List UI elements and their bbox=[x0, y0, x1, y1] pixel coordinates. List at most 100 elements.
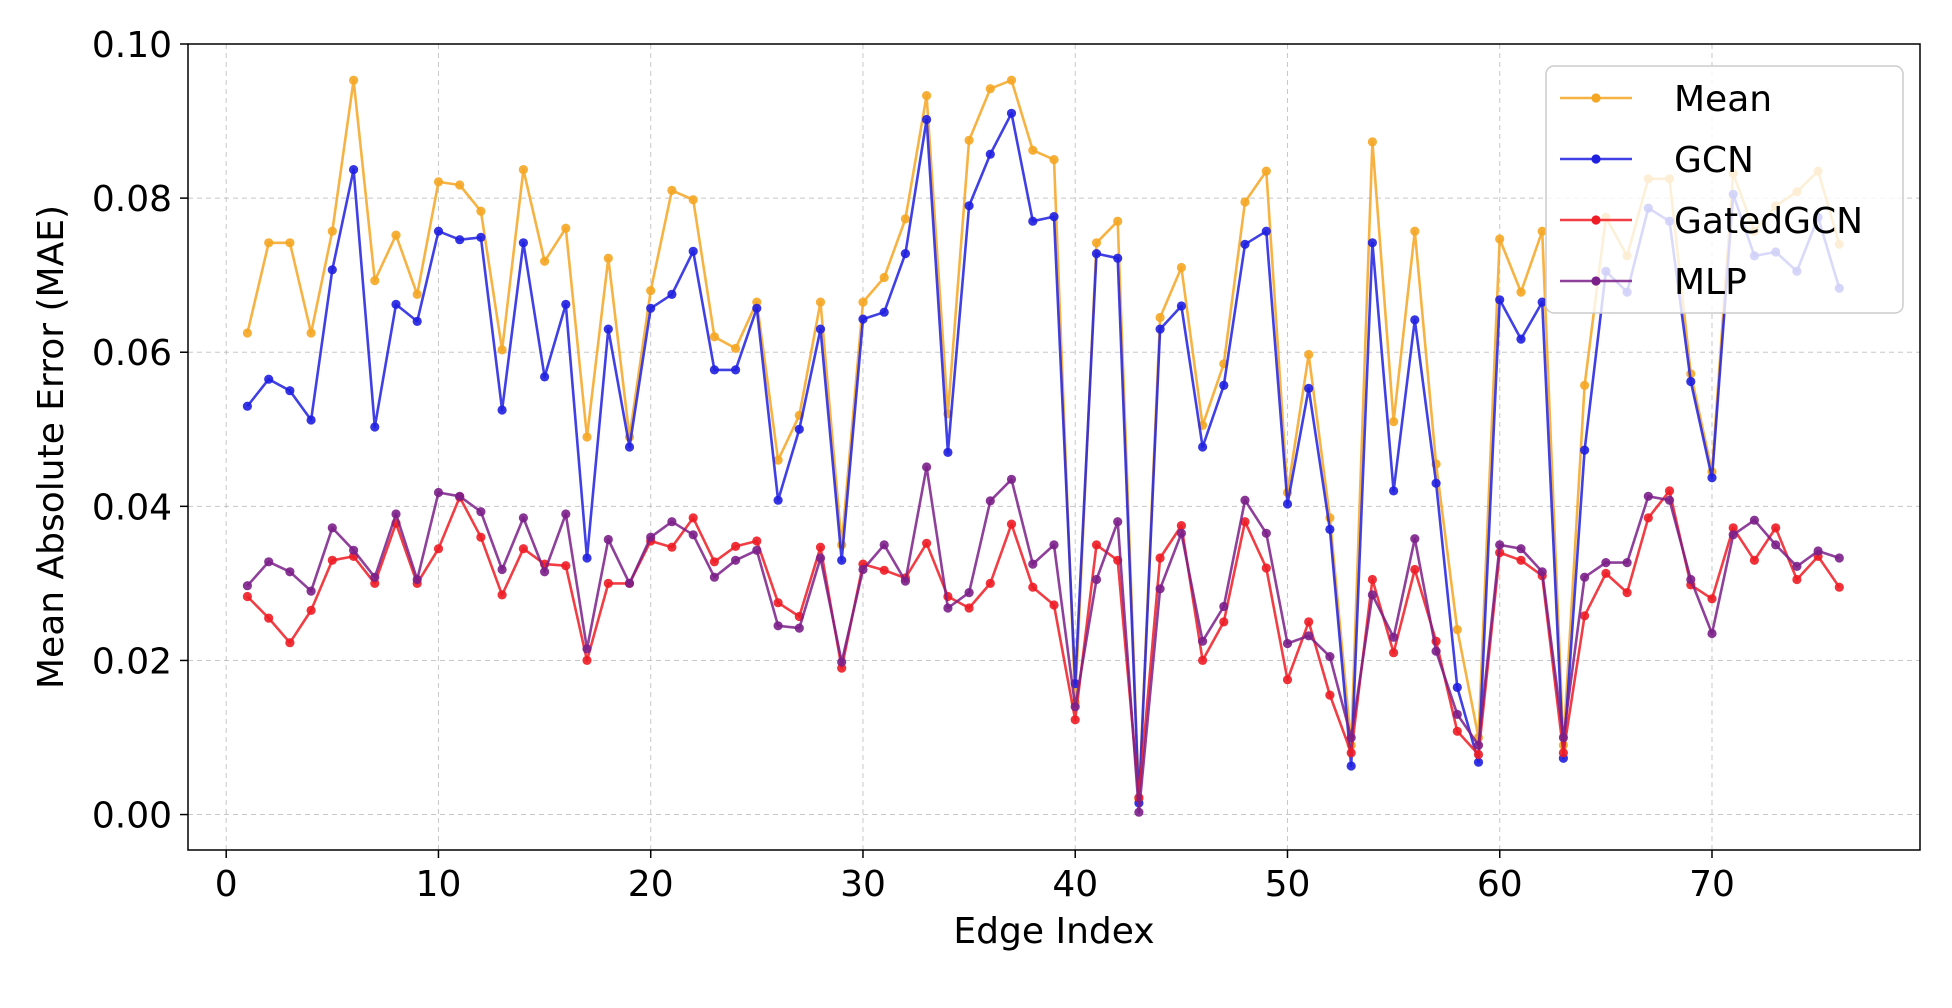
data-point-gatedgcn bbox=[476, 532, 486, 542]
data-point-mlp bbox=[1176, 528, 1186, 538]
data-point-gatedgcn bbox=[752, 536, 762, 546]
data-point-mean bbox=[1580, 380, 1590, 390]
data-point-mean bbox=[1367, 137, 1377, 147]
data-point-mean bbox=[1049, 155, 1059, 165]
data-point-mlp bbox=[1134, 807, 1144, 817]
x-axis-label: Edge Index bbox=[953, 911, 1154, 952]
x-tick-label: 40 bbox=[1052, 864, 1098, 905]
data-point-gcn bbox=[327, 265, 337, 275]
data-point-mlp bbox=[1367, 590, 1377, 600]
data-point-gatedgcn bbox=[1367, 574, 1377, 585]
data-point-gatedgcn bbox=[1643, 513, 1653, 523]
data-point-mlp bbox=[709, 572, 720, 582]
data-point-mlp bbox=[1580, 572, 1590, 582]
data-point-gcn bbox=[900, 249, 911, 259]
data-point-mlp bbox=[370, 572, 380, 582]
data-point-gatedgcn bbox=[433, 544, 444, 554]
data-point-gcn bbox=[943, 447, 953, 457]
data-point-gatedgcn bbox=[1346, 748, 1356, 758]
data-point-gcn bbox=[412, 316, 422, 326]
data-point-gcn bbox=[1389, 486, 1399, 496]
data-point-mean bbox=[412, 289, 422, 299]
legend: Mean GCN GatedGCN MLP bbox=[1545, 65, 1904, 314]
data-point-gcn bbox=[985, 149, 995, 159]
data-point-gatedgcn bbox=[582, 655, 592, 666]
series-line-gcn bbox=[246, 112, 1841, 805]
data-point-mlp bbox=[1006, 474, 1017, 484]
data-point-mlp bbox=[1261, 528, 1271, 538]
data-point-gcn bbox=[752, 303, 762, 313]
data-point-mlp bbox=[922, 462, 932, 472]
data-point-mlp bbox=[1537, 567, 1547, 577]
data-point-mlp bbox=[1028, 559, 1038, 569]
y-tick-label: 0.10 bbox=[92, 25, 172, 66]
series-mlp bbox=[242, 462, 1844, 817]
data-point-mlp bbox=[1113, 517, 1123, 527]
data-point-mlp bbox=[1664, 495, 1675, 505]
data-point-mlp bbox=[1282, 638, 1293, 649]
x-tick-label: 30 bbox=[840, 864, 886, 905]
data-point-mean bbox=[709, 332, 720, 342]
legend-marker-mean bbox=[1591, 93, 1601, 103]
data-point-mlp bbox=[1325, 652, 1335, 662]
data-point-gatedgcn bbox=[285, 638, 295, 648]
data-point-gcn bbox=[646, 303, 656, 313]
data-point-gatedgcn bbox=[815, 542, 826, 552]
data-point-gcn bbox=[1580, 445, 1590, 455]
data-point-mean bbox=[815, 297, 826, 307]
data-point-gcn bbox=[242, 401, 252, 411]
data-point-gcn bbox=[688, 246, 698, 256]
data-point-gatedgcn bbox=[1261, 563, 1271, 573]
data-point-gatedgcn bbox=[1601, 568, 1611, 579]
data-point-gatedgcn bbox=[1282, 675, 1293, 685]
data-point-mean bbox=[1452, 625, 1462, 635]
data-point-gatedgcn bbox=[1558, 748, 1568, 758]
data-point-gatedgcn bbox=[1155, 553, 1165, 563]
data-point-mlp bbox=[306, 586, 316, 596]
data-point-mlp bbox=[624, 578, 635, 589]
data-point-gcn bbox=[1410, 315, 1420, 325]
data-point-gatedgcn bbox=[1028, 582, 1038, 592]
data-point-mlp bbox=[1516, 544, 1526, 554]
data-point-gatedgcn bbox=[1219, 617, 1229, 627]
data-point-gcn bbox=[1049, 212, 1059, 222]
data-point-mlp bbox=[433, 487, 444, 498]
x-tick-label: 0 bbox=[215, 864, 238, 905]
data-point-gcn bbox=[349, 165, 359, 175]
data-point-mean bbox=[306, 328, 316, 338]
data-point-mlp bbox=[603, 534, 613, 545]
data-point-mean bbox=[1155, 312, 1165, 323]
data-point-gcn bbox=[1240, 239, 1250, 249]
data-point-gcn bbox=[858, 314, 868, 324]
data-point-mean bbox=[476, 206, 486, 216]
legend-item-mlp: MLP bbox=[1560, 262, 1747, 303]
data-point-mean bbox=[1240, 197, 1250, 207]
data-point-gatedgcn bbox=[603, 578, 613, 589]
data-point-gcn bbox=[922, 114, 932, 125]
data-point-mlp bbox=[1601, 558, 1611, 568]
data-point-gcn bbox=[1537, 297, 1547, 307]
data-point-mean bbox=[922, 91, 932, 101]
data-point-gcn bbox=[603, 324, 613, 334]
legend-marker-gcn bbox=[1591, 154, 1601, 164]
data-point-mean bbox=[1028, 145, 1038, 155]
legend-box bbox=[1545, 65, 1904, 314]
data-point-gcn bbox=[582, 553, 592, 563]
legend-label-gatedgcn: GatedGCN bbox=[1674, 201, 1863, 242]
data-point-mlp bbox=[1558, 732, 1568, 743]
data-point-mlp bbox=[518, 513, 529, 523]
data-point-gcn bbox=[1304, 383, 1314, 393]
data-point-mean bbox=[1537, 226, 1547, 236]
data-point-mlp bbox=[688, 530, 698, 540]
data-point-gcn bbox=[709, 365, 720, 375]
data-point-gatedgcn bbox=[1240, 517, 1250, 527]
data-point-gcn bbox=[455, 235, 465, 245]
data-point-gcn bbox=[1091, 249, 1102, 259]
data-point-mean bbox=[540, 256, 550, 266]
data-point-mean bbox=[370, 276, 380, 286]
data-point-gcn bbox=[540, 372, 550, 382]
data-point-gatedgcn bbox=[1728, 523, 1738, 533]
data-point-mean bbox=[242, 328, 252, 338]
data-point-gcn bbox=[1155, 324, 1165, 334]
